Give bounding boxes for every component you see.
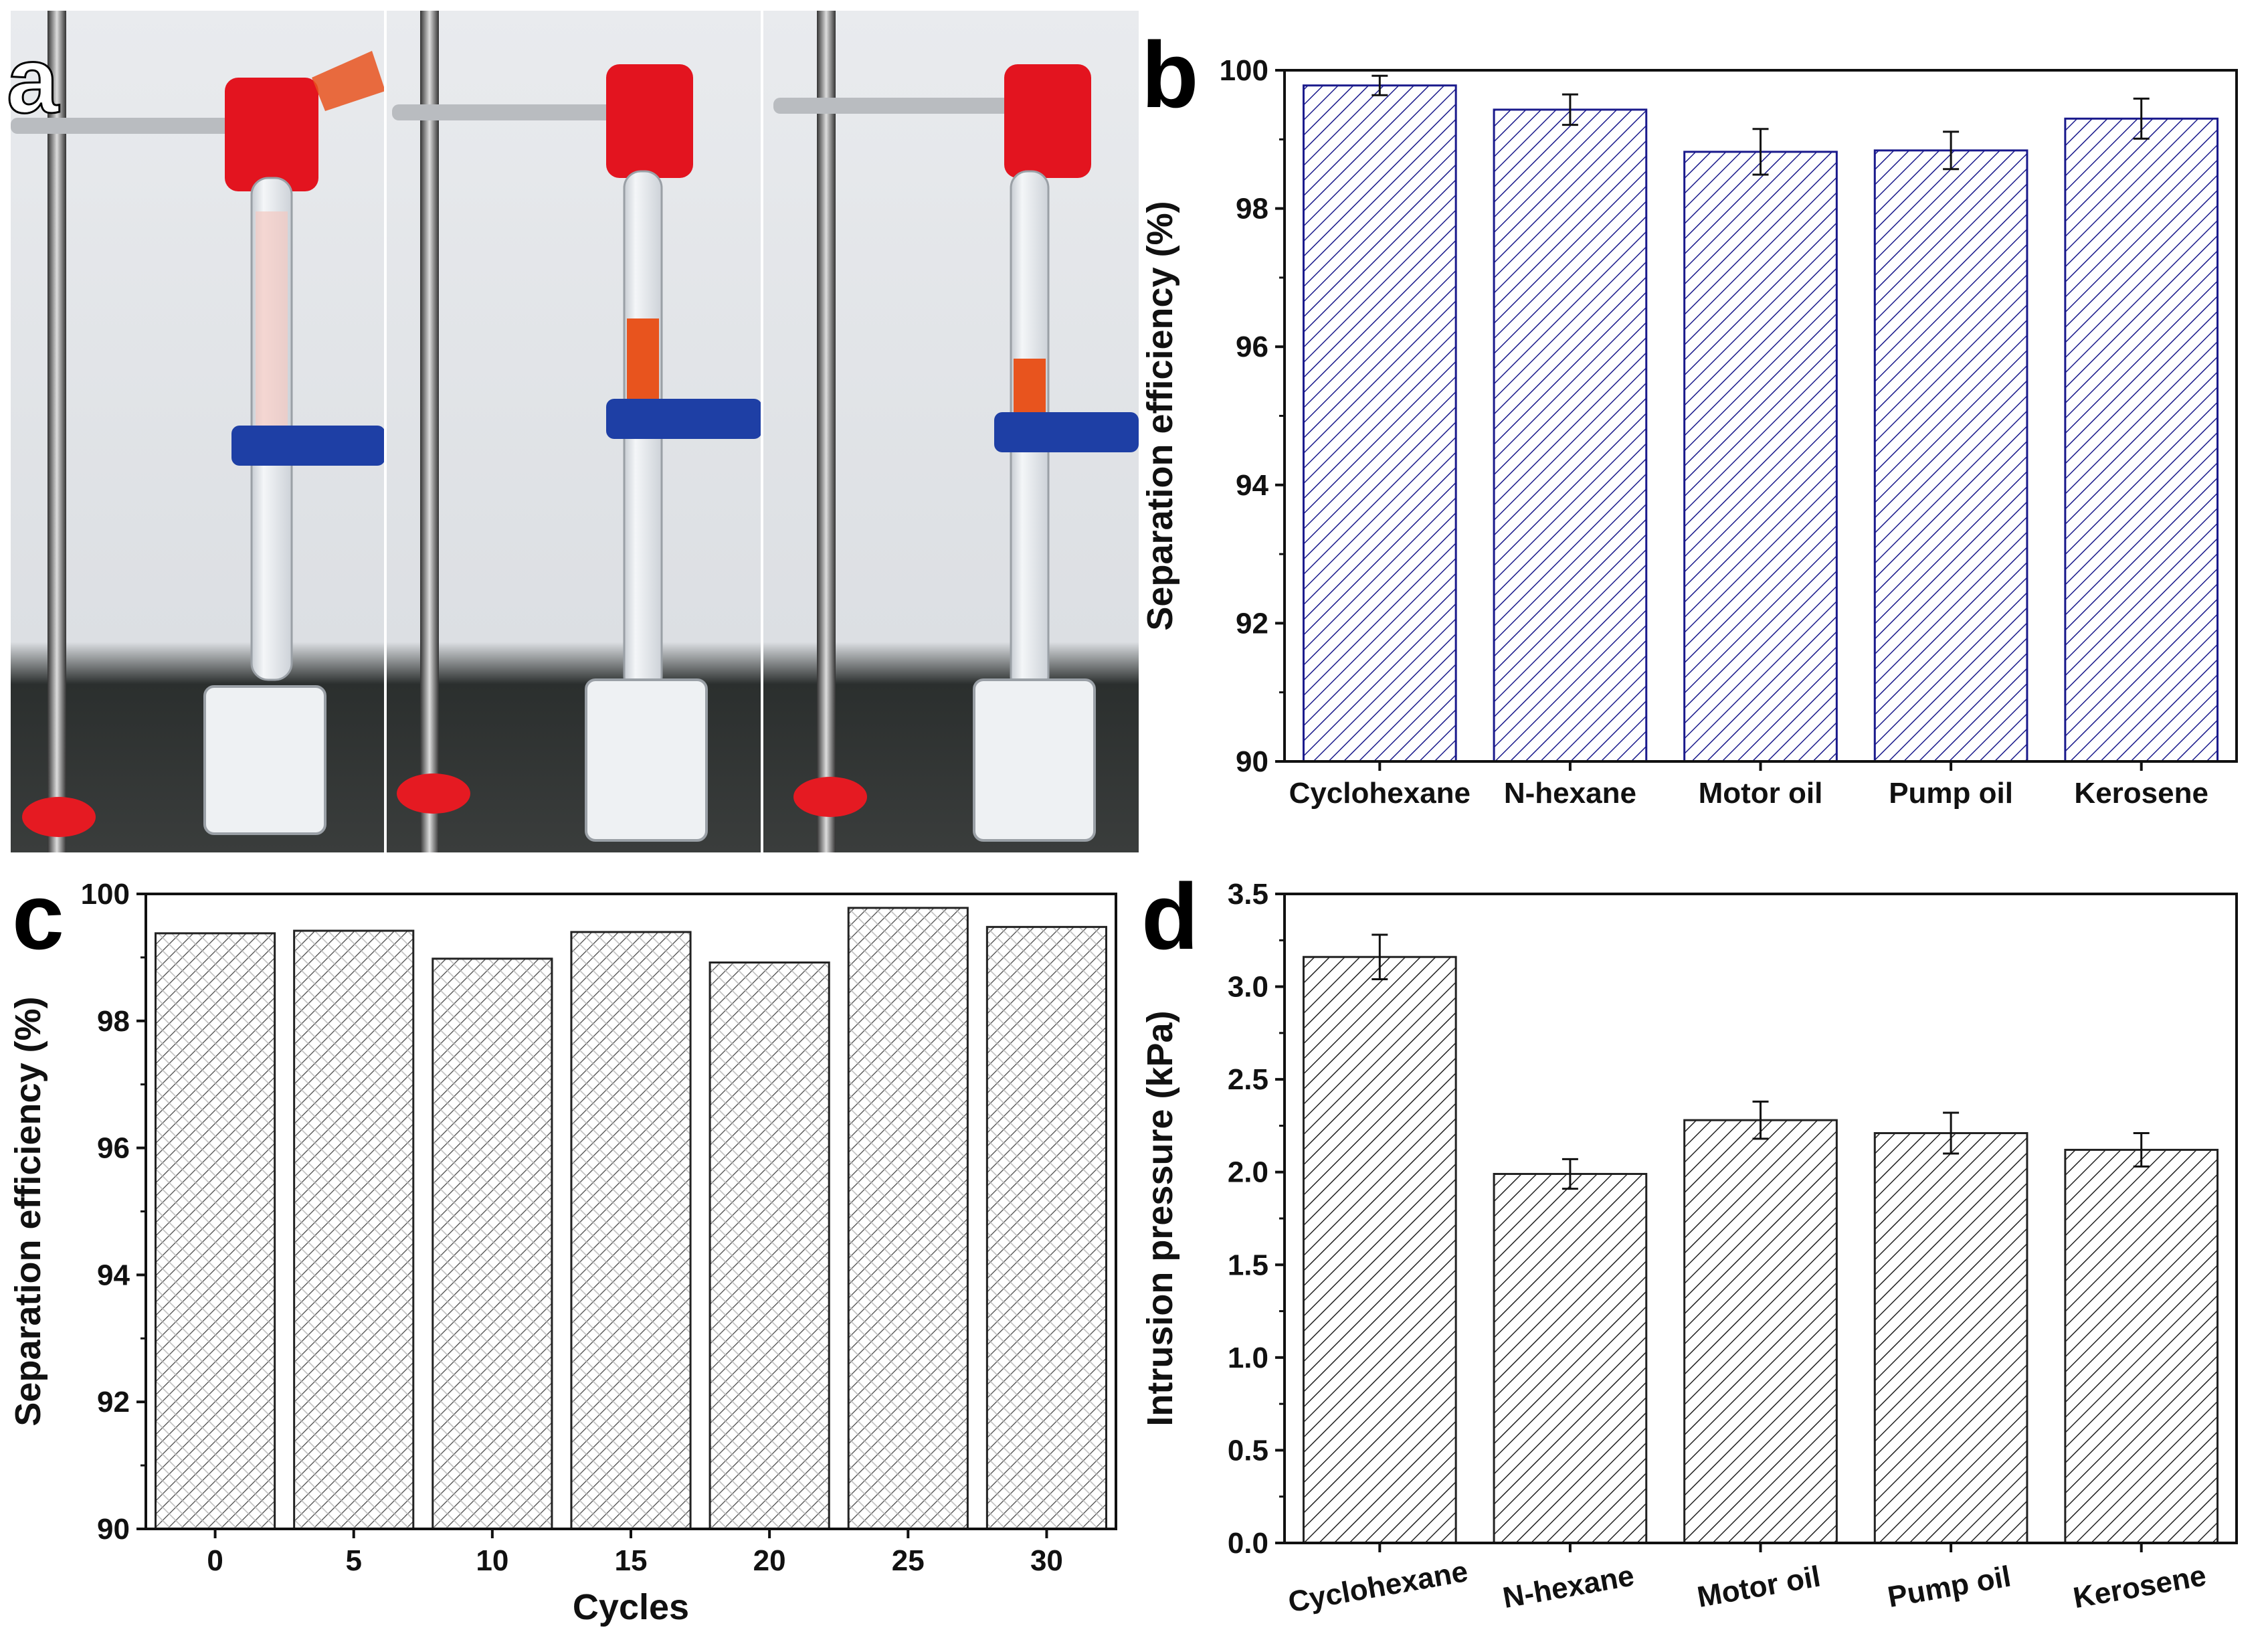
xtick-label-c: 5 [345, 1544, 361, 1577]
xtick-label-b: Cyclohexane [1289, 777, 1471, 810]
bar-d-1 [1493, 1172, 1648, 1544]
error-bar-b-1 [1562, 93, 1578, 126]
ytick-label-d: 0.5 [1228, 1434, 1268, 1467]
xtick-label-d: Pump oil [1885, 1560, 2013, 1614]
ytick-label-b: 94 [1236, 469, 1268, 502]
xtick-label-d: Cyclohexane [1286, 1555, 1471, 1619]
ytick-label-d: 2.0 [1228, 1156, 1268, 1189]
ytick-label-b: 90 [1236, 745, 1268, 778]
error-bar-d-0 [1372, 933, 1388, 980]
ytick-label-d: 3.5 [1228, 878, 1268, 911]
ytick-label-c: 92 [97, 1386, 130, 1418]
xlabel-c: Cycles [573, 1587, 689, 1627]
ylabel-c: Separation efficiency (%) [8, 996, 48, 1426]
ytick-label-c: 90 [97, 1513, 130, 1546]
xtick-label-d: N-hexane [1501, 1559, 1637, 1615]
xtick-label-b: Pump oil [1889, 777, 2013, 810]
xtick-label-c: 20 [753, 1544, 786, 1577]
xtick-label-c: 30 [1030, 1544, 1063, 1577]
panel-label-c: c [12, 864, 64, 969]
ytick-label-d: 3.0 [1228, 971, 1268, 1004]
bar-c-6 [985, 925, 1108, 1530]
photo-frame-3 [762, 11, 1139, 852]
chart-c: 90 92 94 96 98 100 0 5 10 15 20 25 30 Separation effi… [8, 878, 1117, 1627]
ytick-label-d: 0.0 [1228, 1527, 1268, 1560]
xtick-label-d: Motor oil [1695, 1560, 1822, 1614]
bar-c-0 [155, 932, 276, 1530]
separation-setup-photo [11, 11, 1139, 852]
ylabel-b: Separation efficiency (%) [1140, 201, 1180, 630]
error-bar-d-4 [2133, 1132, 2150, 1168]
bar-b-2 [1683, 151, 1838, 763]
bar-d-3 [1873, 1132, 2028, 1544]
bar-c-1 [293, 929, 415, 1530]
panel-label-d: d [1141, 864, 1199, 969]
xtick-label-c: 15 [615, 1544, 648, 1577]
ytick-label-b: 98 [1236, 193, 1268, 225]
bar-d-4 [2064, 1148, 2219, 1544]
ytick-label-d: 1.5 [1228, 1249, 1268, 1281]
chart-d: 0.0 0.5 1.0 1.5 2.0 2.5 3.0 3.5 Cyclohexane N-hex… [1140, 878, 2238, 1619]
photo-frame-2 [385, 11, 762, 852]
ytick-label-b: 100 [1220, 54, 1268, 87]
xtick-label-c: 25 [892, 1544, 925, 1577]
panel-label-b: b [1141, 22, 1199, 127]
xtick-label-d: Kerosene [2071, 1559, 2208, 1615]
ytick-label-c: 98 [97, 1005, 130, 1038]
ytick-label-c: 100 [81, 878, 130, 911]
xtick-label-b: Motor oil [1699, 777, 1823, 810]
bar-c-2 [432, 957, 553, 1530]
error-bar-b-4 [2133, 97, 2150, 140]
error-bar-b-3 [1943, 130, 1960, 171]
error-bar-b-0 [1372, 74, 1388, 96]
ylabel-d: Intrusion pressure (kPa) [1140, 1010, 1180, 1426]
error-bar-d-2 [1752, 1100, 1769, 1140]
error-bar-b-2 [1752, 128, 1769, 176]
bar-d-2 [1683, 1119, 1838, 1544]
ytick-label-c: 96 [97, 1132, 130, 1165]
xtick-label-c: 10 [476, 1544, 508, 1577]
bar-b-1 [1493, 108, 1648, 763]
bar-b-3 [1873, 149, 2028, 763]
xtick-label-b: N-hexane [1504, 777, 1636, 810]
bar-c-4 [708, 961, 830, 1530]
xtick-label-c: 0 [207, 1544, 223, 1577]
bar-d-0 [1302, 955, 1457, 1544]
chart-b: 90 92 94 96 98 100 Cyclohexane N-hexane Motor oi… [1140, 54, 2238, 810]
ytick-label-b: 92 [1236, 607, 1268, 640]
photo-frame-1 [11, 11, 385, 852]
panel-label-a: a [7, 27, 60, 132]
ytick-label-d: 1.0 [1228, 1342, 1268, 1374]
ytick-label-b: 96 [1236, 331, 1268, 363]
error-bar-d-1 [1562, 1158, 1578, 1190]
xtick-label-b: Kerosene [2074, 777, 2208, 810]
bar-b-0 [1302, 84, 1457, 763]
ytick-label-c: 94 [97, 1259, 130, 1291]
bar-c-3 [570, 931, 692, 1530]
ytick-label-d: 2.5 [1228, 1063, 1268, 1096]
bar-b-4 [2064, 117, 2219, 763]
error-bar-d-3 [1943, 1111, 1960, 1155]
bar-c-5 [847, 907, 969, 1530]
